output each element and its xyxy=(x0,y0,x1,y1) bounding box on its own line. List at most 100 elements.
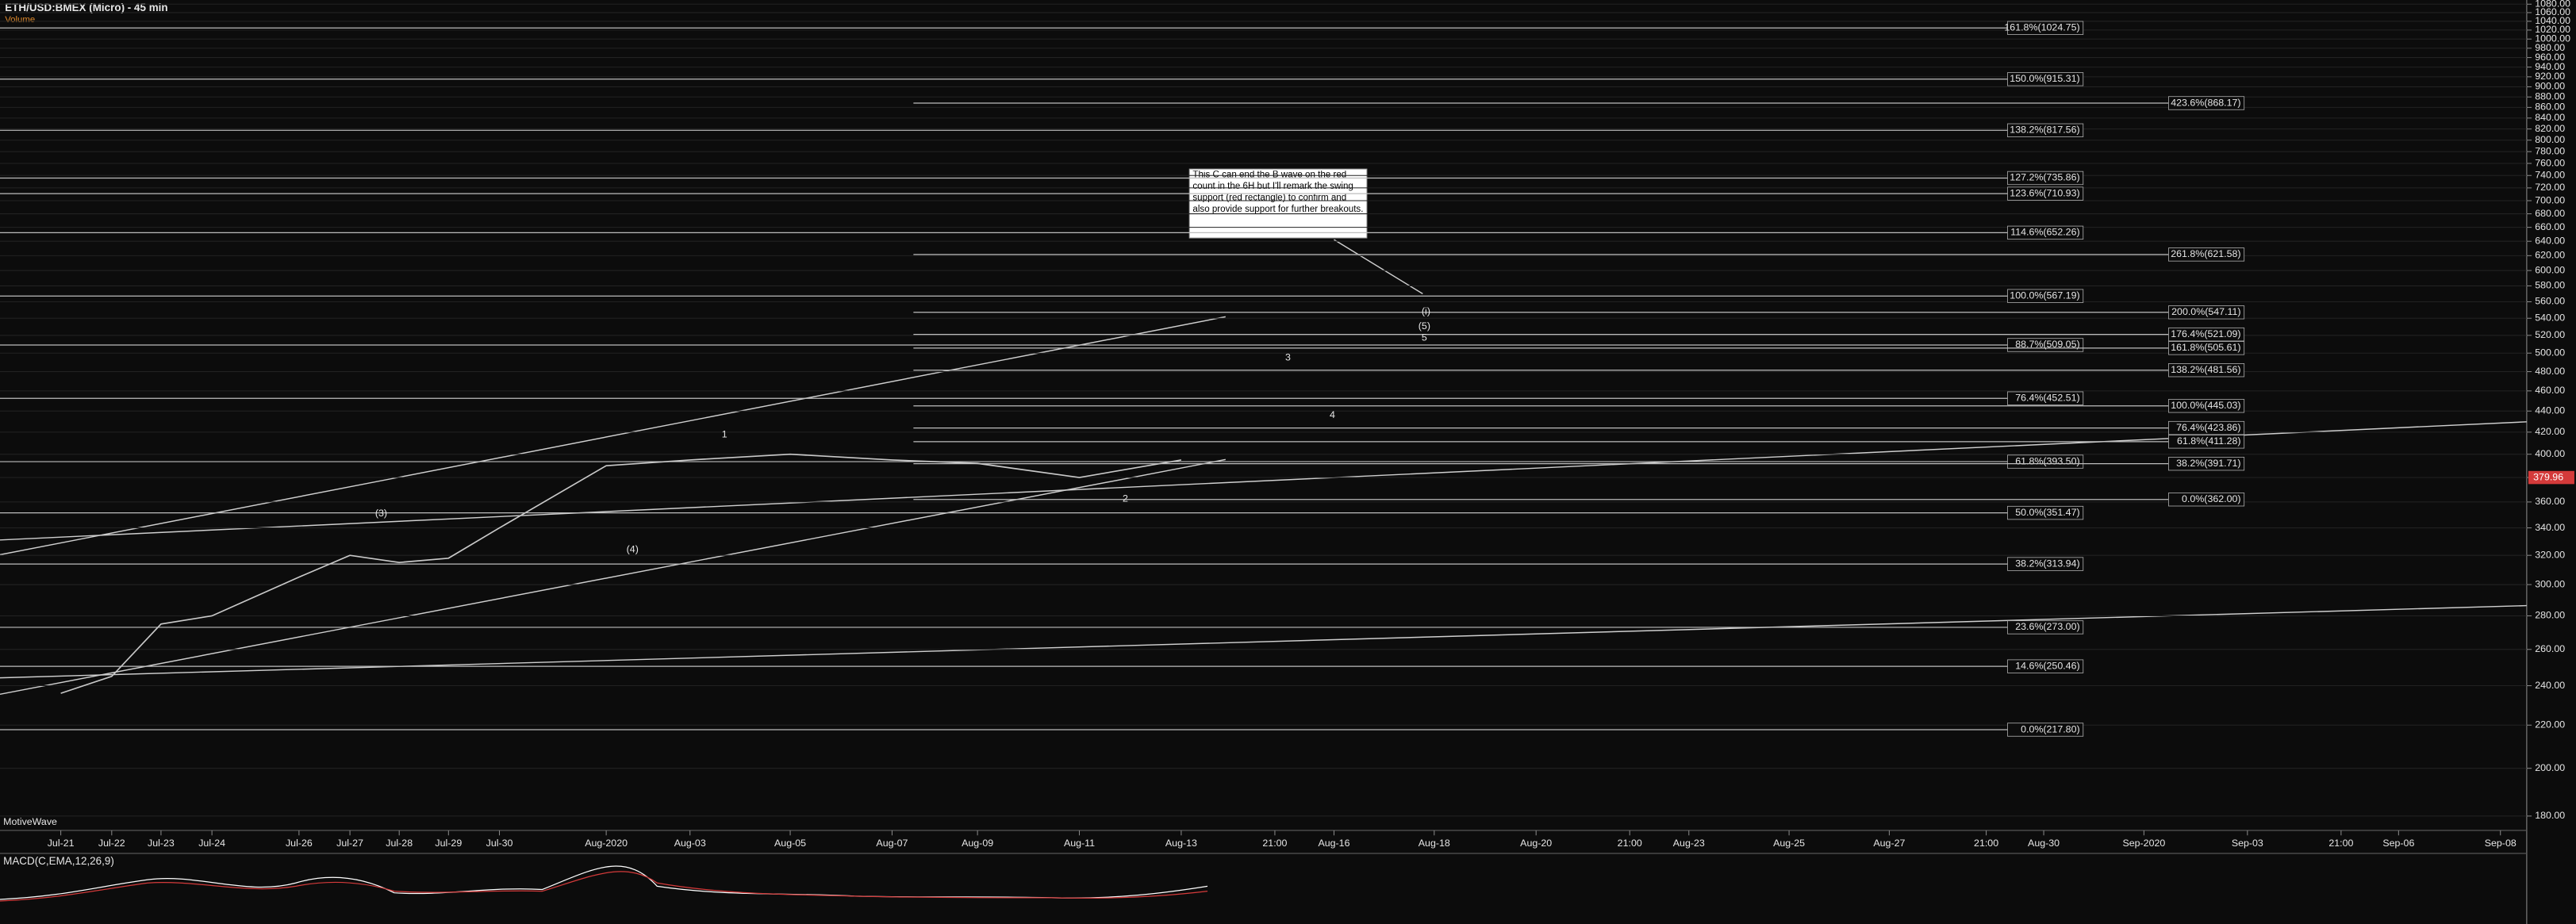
y-tick-label: 700.00 xyxy=(2535,194,2565,205)
y-tick-label: 820.00 xyxy=(2535,123,2565,134)
fib-label: 100.0%(567.19) xyxy=(2010,289,2079,301)
fib-label: 127.2%(735.86) xyxy=(2010,172,2079,183)
fib-label: 261.8%(621.58) xyxy=(2171,248,2240,259)
fib-label-box xyxy=(2168,435,2245,449)
y-tick-label: 340.00 xyxy=(2535,522,2565,533)
y-tick-label: 400.00 xyxy=(2535,448,2565,459)
x-tick-label: Aug-09 xyxy=(962,838,993,849)
x-tick-label: Aug-23 xyxy=(1673,838,1705,849)
x-tick-label: Aug-27 xyxy=(1873,838,1905,849)
annotation-pointer xyxy=(1334,239,1423,295)
fib-label-box xyxy=(2168,456,2245,471)
y-tick-label: 600.00 xyxy=(2535,264,2565,275)
fib-label-box xyxy=(2007,21,2084,35)
x-tick-label: Jul-28 xyxy=(386,838,413,849)
fib-label: 88.7%(509.05) xyxy=(2015,339,2079,350)
fib-label-box xyxy=(2168,399,2245,413)
fib-label: 138.2%(481.56) xyxy=(2171,364,2240,375)
wave-label: 2 xyxy=(1123,493,1128,504)
x-tick-label: Aug-11 xyxy=(1064,838,1095,849)
current-price-tag xyxy=(2528,470,2574,485)
wave-label: (i) xyxy=(1422,305,1430,316)
fib-label-box xyxy=(2168,96,2245,110)
x-tick-label: Aug-30 xyxy=(2028,838,2060,849)
y-tick-label: 720.00 xyxy=(2535,182,2565,193)
x-tick-label: Aug-25 xyxy=(1773,838,1805,849)
chart-title: ETH/USD:BMEX (Micro) - 45 min xyxy=(5,2,167,13)
wave-label: 5 xyxy=(1422,332,1427,343)
y-tick-label: 440.00 xyxy=(2535,405,2565,416)
fib-label: 0.0%(362.00) xyxy=(2182,493,2241,504)
y-tick-label: 860.00 xyxy=(2535,102,2565,113)
y-tick-label: 980.00 xyxy=(2535,42,2565,53)
y-tick-label: 300.00 xyxy=(2535,578,2565,589)
wave-label: (3) xyxy=(375,508,387,519)
x-tick-label: Aug-05 xyxy=(774,838,806,849)
y-tick-label: 280.00 xyxy=(2535,610,2565,621)
fib-label: 100.0%(445.03) xyxy=(2171,400,2240,411)
x-tick-label: 21:00 xyxy=(1974,838,1998,849)
fib-label: 76.4%(452.51) xyxy=(2015,393,2079,404)
trend-line xyxy=(0,458,1226,696)
fib-label-box xyxy=(2168,493,2245,507)
fib-label: 176.4%(521.09) xyxy=(2171,328,2240,339)
fib-label-box xyxy=(2007,225,2084,240)
x-tick-label: Sep-06 xyxy=(2382,838,2414,849)
fib-label-box xyxy=(2007,454,2084,469)
y-tick-label: 1040.00 xyxy=(2535,15,2570,26)
y-tick-label: 680.00 xyxy=(2535,208,2565,219)
watermark: MotiveWave xyxy=(3,816,57,827)
fib-label-box xyxy=(2007,659,2084,673)
fib-label-box xyxy=(2007,557,2084,571)
y-tick-label: 880.00 xyxy=(2535,91,2565,102)
fib-label: 23.6%(273.00) xyxy=(2015,621,2079,632)
fib-label: 61.8%(411.28) xyxy=(2177,435,2240,447)
y-tick-label: 760.00 xyxy=(2535,157,2565,168)
trend-line xyxy=(0,604,2527,679)
fib-label: 50.0%(351.47) xyxy=(2015,507,2079,518)
x-tick-label: Jul-26 xyxy=(286,838,313,849)
y-tick-label: 800.00 xyxy=(2535,134,2565,145)
x-tick-label: Jul-30 xyxy=(486,838,513,849)
y-tick-label: 460.00 xyxy=(2535,385,2565,396)
fib-label-box xyxy=(2007,72,2084,86)
fib-label-box xyxy=(2007,391,2084,405)
y-tick-label: 420.00 xyxy=(2535,426,2565,437)
trend-line xyxy=(0,316,1226,556)
fib-label-box xyxy=(2007,505,2084,520)
y-tick-label: 780.00 xyxy=(2535,145,2565,156)
y-tick-label: 580.00 xyxy=(2535,280,2565,291)
x-tick-label: Aug-2020 xyxy=(585,838,628,849)
x-tick-label: Aug-13 xyxy=(1165,838,1197,849)
fib-label: 161.8%(1024.75) xyxy=(2004,22,2079,33)
y-tick-label: 200.00 xyxy=(2535,762,2565,773)
wave-label: 3 xyxy=(1285,351,1291,362)
x-tick-label: Aug-16 xyxy=(1318,838,1349,849)
macd-signal xyxy=(0,871,1208,902)
fib-label-box xyxy=(2168,305,2245,320)
x-tick-label: Aug-18 xyxy=(1419,838,1450,849)
y-tick-label: 900.00 xyxy=(2535,81,2565,92)
y-tick-label: 360.00 xyxy=(2535,496,2565,507)
x-tick-label: 21:00 xyxy=(1618,838,1642,849)
y-tick-label: 660.00 xyxy=(2535,221,2565,232)
fib-label: 138.2%(817.56) xyxy=(2010,125,2079,136)
fib-label: 150.0%(915.31) xyxy=(2010,73,2079,84)
fib-label: 161.8%(505.61) xyxy=(2171,342,2240,353)
y-tick-label: 220.00 xyxy=(2535,719,2565,730)
y-tick-label: 740.00 xyxy=(2535,170,2565,181)
x-tick-label: Sep-08 xyxy=(2485,838,2516,849)
fib-label-box xyxy=(2168,247,2245,262)
fib-label: 0.0%(217.80) xyxy=(2021,723,2080,734)
fib-label-box xyxy=(2168,327,2245,342)
y-tick-label: 540.00 xyxy=(2535,312,2565,324)
x-tick-label: Aug-07 xyxy=(876,838,908,849)
x-tick-label: Sep-2020 xyxy=(2122,838,2165,849)
fib-label: 123.6%(710.93) xyxy=(2010,187,2079,198)
wave-label: (5) xyxy=(1419,320,1430,332)
y-tick-label: 320.00 xyxy=(2535,549,2565,560)
y-tick-label: 840.00 xyxy=(2535,112,2565,123)
y-tick-label: 1020.00 xyxy=(2535,24,2570,35)
fib-label-box xyxy=(2007,123,2084,138)
x-tick-label: Jul-22 xyxy=(98,838,125,849)
